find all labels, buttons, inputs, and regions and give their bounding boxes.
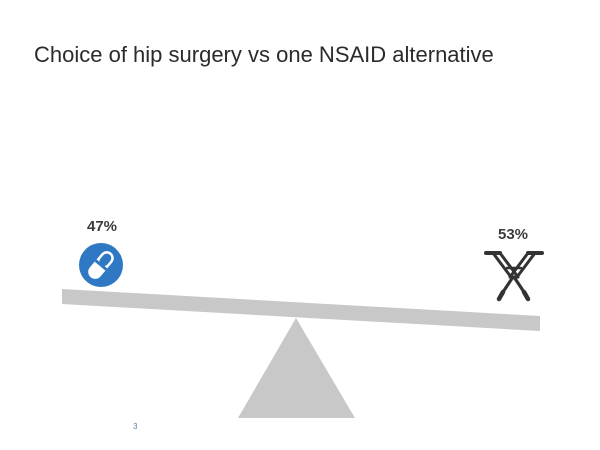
pill-icon [79, 243, 123, 287]
nsaid-percentage: 47% [87, 218, 118, 235]
seesaw-plank [62, 289, 540, 331]
page-number: 3 [133, 422, 138, 431]
crutches-icon [484, 251, 544, 302]
slide-title: Choice of hip surgery vs one NSAID alter… [34, 42, 494, 67]
seesaw-fulcrum [238, 318, 355, 418]
surgery-percentage: 53% [498, 226, 529, 243]
